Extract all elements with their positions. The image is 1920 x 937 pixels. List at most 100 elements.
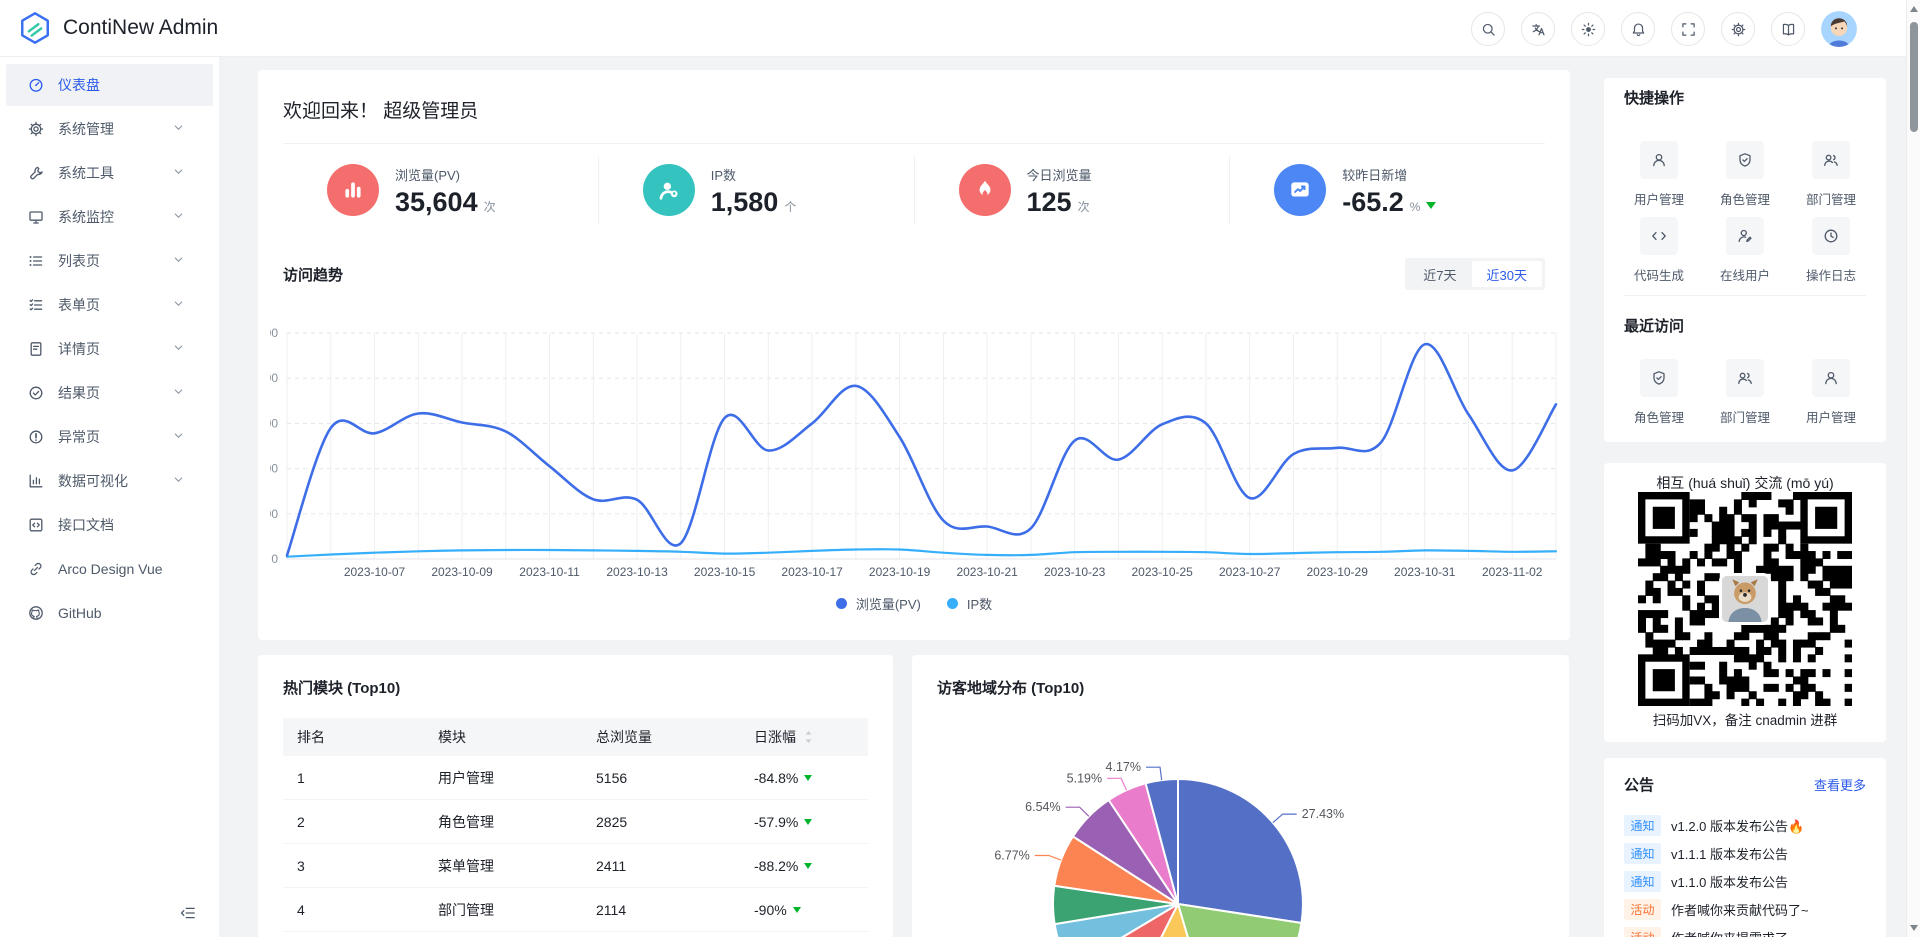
warning-circle-icon <box>28 429 44 445</box>
range-7d-button[interactable]: 近7天 <box>1423 267 1457 283</box>
announcement-item[interactable]: 通知 v1.1.0 版本发布公告 <box>1624 867 1866 895</box>
legend-ip[interactable]: IP数 <box>946 594 992 613</box>
sidebar-collapse-button[interactable] <box>180 905 200 925</box>
svg-text:100: 100 <box>270 507 278 521</box>
sidebar-item-form-pages[interactable]: 表单页 <box>6 284 213 326</box>
form-icon <box>28 297 44 313</box>
announcement-item[interactable]: 通知 v1.2.0 版本发布公告🔥 <box>1624 811 1866 839</box>
translate-button[interactable] <box>1521 12 1555 46</box>
theme-toggle-button[interactable] <box>1571 12 1605 46</box>
announcement-item[interactable]: 通知 v1.1.1 版本发布公告 <box>1624 839 1866 867</box>
notifications-button[interactable] <box>1621 12 1655 46</box>
range-30d-button[interactable]: 近30天 <box>1471 261 1542 287</box>
sun-icon <box>1581 22 1596 37</box>
sidebar-item-system-management[interactable]: 系统管理 <box>6 108 213 150</box>
scrollbar-thumb[interactable] <box>1910 22 1918 132</box>
sidebar-item-label: 表单页 <box>58 297 100 313</box>
col-rank: 排名 <box>297 729 325 745</box>
shield-check-icon <box>1651 370 1667 386</box>
sidebar-item-github[interactable]: GitHub <box>6 592 213 634</box>
announcement-item[interactable]: 活动 作者喊你来贡献代码了~ <box>1624 895 1866 923</box>
sidebar-item-list-pages[interactable]: 列表页 <box>6 240 213 282</box>
geo-pie-chart: 27.43% 6.77% 6.54% 5.19% 4.17% <box>994 760 1344 937</box>
book-icon <box>1781 22 1796 37</box>
recent-role-management[interactable]: 角色管理 <box>1619 359 1699 426</box>
view-more-link[interactable]: 查看更多 <box>1813 778 1866 793</box>
stat-value: 35,604 次 <box>395 186 496 217</box>
range-toggle: 近7天 近30天 <box>1405 258 1545 290</box>
scroll-down-arrow[interactable] <box>1910 925 1918 931</box>
svg-text:2023-10-29: 2023-10-29 <box>1307 565 1369 579</box>
legend-pv[interactable]: 浏览量(PV) <box>835 594 921 613</box>
flame-icon <box>958 164 1011 216</box>
announcements-title: 公告 <box>1624 777 1655 794</box>
sidebar-item-label: 数据可视化 <box>58 473 128 489</box>
sidebar-item-label: 系统监控 <box>58 209 114 225</box>
tag-badge: 通知 <box>1624 814 1661 836</box>
chevron-down-icon <box>172 253 185 266</box>
logo[interactable]: ContiNew Admin <box>18 11 218 45</box>
legend-dot <box>946 598 958 609</box>
sidebar-item-system-tools[interactable]: 系统工具 <box>6 152 213 194</box>
quick-action-online-users[interactable]: 在线用户 <box>1705 217 1785 284</box>
search-icon <box>1481 22 1496 37</box>
quick-action-code-generation[interactable]: 代码生成 <box>1619 217 1699 284</box>
quick-action-role-management[interactable]: 角色管理 <box>1705 141 1785 208</box>
announcement-item[interactable]: 活动 作者喊你来提需求了 <box>1624 923 1866 937</box>
sidebar-item-label: 接口文档 <box>58 517 114 533</box>
translate-icon <box>1531 22 1546 37</box>
stats-row: 浏览量(PV) 35,604 次 IP数 1,580 个 今日浏览量 125 次 较昨… <box>283 144 1545 236</box>
hot-modules-title: 热门模块 (Top10) <box>283 680 401 697</box>
scroll-up-arrow[interactable] <box>1910 6 1918 12</box>
avatar[interactable] <box>1821 11 1857 47</box>
down-icon <box>804 774 813 781</box>
sidebar-item-data-visualization[interactable]: 数据可视化 <box>6 460 213 502</box>
search-button[interactable] <box>1471 12 1505 46</box>
sort-carets-icon[interactable] <box>803 730 814 744</box>
svg-text:2023-10-31: 2023-10-31 <box>1394 565 1456 579</box>
quick-action-dept-management[interactable]: 部门管理 <box>1791 141 1871 208</box>
settings-button[interactable] <box>1721 12 1755 46</box>
sidebar-item-label: 详情页 <box>58 341 100 357</box>
quick-action-user-management[interactable]: 用户管理 <box>1619 141 1699 208</box>
bell-icon <box>1631 22 1646 37</box>
fullscreen-button[interactable] <box>1671 12 1705 46</box>
sidebar-item-dashboard[interactable]: 仪表盘 <box>6 64 213 106</box>
sidebar-item-exception-pages[interactable]: 异常页 <box>6 416 213 458</box>
recent-dept-management[interactable]: 部门管理 <box>1705 359 1785 426</box>
col-change[interactable]: 日涨幅 <box>754 727 868 747</box>
quick-action-operation-logs[interactable]: 操作日志 <box>1791 217 1871 284</box>
svg-text:2023-10-07: 2023-10-07 <box>344 565 406 579</box>
chevron-down-icon <box>172 121 185 134</box>
svg-text:2023-10-19: 2023-10-19 <box>869 565 931 579</box>
announcements-list: 通知 v1.2.0 版本发布公告🔥 通知 v1.1.1 版本发布公告 通知 v1.1.… <box>1624 811 1866 937</box>
trend-chart-icon <box>1274 164 1327 216</box>
recent-user-management[interactable]: 用户管理 <box>1791 359 1871 426</box>
chevron-down-icon <box>172 297 185 310</box>
docs-button[interactable] <box>1771 12 1805 46</box>
sidebar-item-result-pages[interactable]: 结果页 <box>6 372 213 414</box>
sidebar-item-api-docs[interactable]: 接口文档 <box>6 504 213 546</box>
announcement-text: 作者喊你来贡献代码了~ <box>1671 902 1809 918</box>
sidebar-item-detail-pages[interactable]: 详情页 <box>6 328 213 370</box>
recent-visits-row: 角色管理 部门管理 用户管理 <box>1604 359 1886 426</box>
svg-text:27.43%: 27.43% <box>1302 807 1344 821</box>
geo-title: 访客地域分布 (Top10) <box>937 680 1085 697</box>
announcement-text: v1.2.0 版本发布公告🔥 <box>1671 818 1805 834</box>
qr-title: 相互 (huá shuǐ) 交流 (mō yú) <box>1656 475 1834 491</box>
tag-badge: 活动 <box>1624 926 1661 937</box>
svg-text:2023-10-17: 2023-10-17 <box>781 565 843 579</box>
chevron-down-icon <box>172 165 185 178</box>
stat-label: 较昨日新增 <box>1342 167 1408 183</box>
people-icon <box>1823 152 1839 168</box>
navbar-actions <box>1471 11 1857 47</box>
sidebar-item-arco-design[interactable]: Arco Design Vue <box>6 548 213 590</box>
tag-badge: 通知 <box>1624 870 1661 892</box>
list-icon <box>28 253 44 269</box>
announcements-card: 公告 查看更多 通知 v1.2.0 版本发布公告🔥 通知 v1.1.1 版本发布公告… <box>1604 758 1886 937</box>
sidebar-item-system-monitor[interactable]: 系统监控 <box>6 196 213 238</box>
down-icon <box>804 818 813 825</box>
table-row: 4 部门管理 2114 -90% <box>283 888 868 932</box>
trend-title: 访问趋势 <box>283 266 344 284</box>
visit-trend-line-chart: 0 100 200 300 400 500 2023-10-07 2023-10-09 2023… <box>270 326 1558 579</box>
